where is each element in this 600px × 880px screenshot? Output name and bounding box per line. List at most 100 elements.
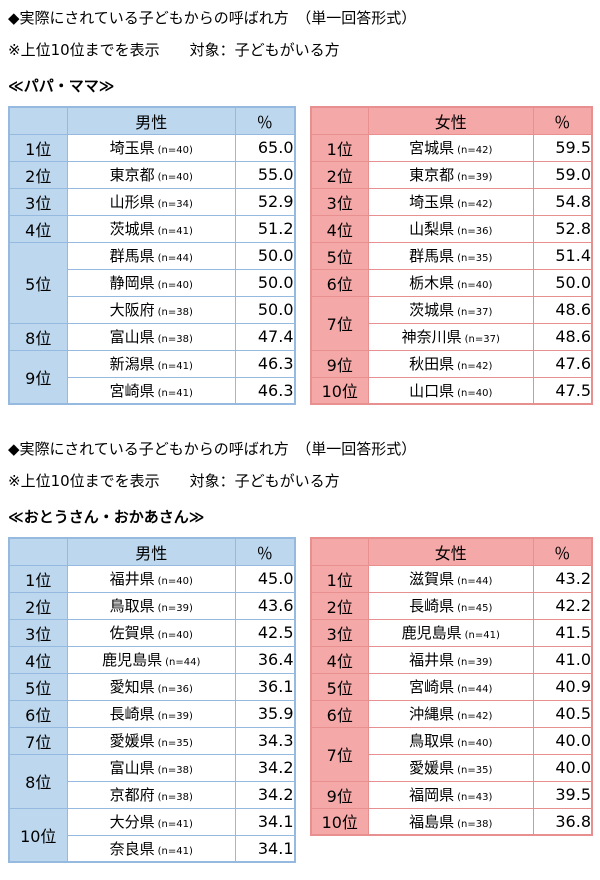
col-header-rank <box>8 106 68 135</box>
rank-cell: 7位 <box>8 726 68 755</box>
percent-cell: 50.0 <box>235 295 295 324</box>
prefecture-cell: 東京都 (n=40) <box>66 160 236 189</box>
sample-size: (n=39) <box>157 711 193 722</box>
sample-size: (n=38) <box>157 792 193 803</box>
table-row: 5位 宮崎県 (n=44) 40.9 <box>310 672 593 701</box>
prefecture-cell: 東京都 (n=39) <box>368 160 534 189</box>
rank-cell: 6位 <box>8 699 68 728</box>
prefecture-name: 愛媛県 <box>109 732 155 750</box>
table-header-row: 男性％ <box>8 106 295 135</box>
prefecture-name: 福岡県 <box>409 786 455 804</box>
prefecture-cell: 鳥取県 (n=39) <box>66 591 236 620</box>
rank-cell: 3位 <box>310 618 369 647</box>
percent-cell: 34.2 <box>235 780 295 809</box>
prefecture-name: 京都府 <box>109 786 155 804</box>
prefecture-name: 長崎県 <box>109 705 155 723</box>
sample-size: (n=44) <box>457 576 493 587</box>
sample-size: (n=42) <box>457 199 493 210</box>
sample-size: (n=40) <box>457 738 493 749</box>
col-header-rank <box>310 537 369 566</box>
table-row: 5位 群馬県 (n=35) 51.4 <box>310 241 593 270</box>
sample-size: (n=40) <box>457 387 493 399</box>
prefecture-cell: 鳥取県 (n=40) <box>368 726 534 755</box>
percent-cell: 42.2 <box>532 591 593 620</box>
percent-cell: 52.9 <box>235 187 295 216</box>
sample-size: (n=44) <box>157 253 193 264</box>
rank-cell: 6位 <box>310 699 369 728</box>
sample-size: (n=45) <box>457 603 493 614</box>
prefecture-name: 大分県 <box>109 813 155 831</box>
percent-cell: 59.0 <box>532 160 593 189</box>
percent-cell: 35.9 <box>235 699 295 728</box>
rank-cell: 1位 <box>8 564 68 593</box>
table-row: 10位 大分県 (n=41) 34.1 <box>8 807 295 863</box>
percent-cell: 55.0 <box>235 160 295 189</box>
rank-cell: 2位 <box>8 160 68 189</box>
prefecture-name: 愛媛県 <box>409 759 455 777</box>
prefecture-cell: 京都府 (n=38) <box>66 780 236 809</box>
col-header-percent: ％ <box>532 106 593 135</box>
prefecture-cell: 富山県 (n=38) <box>66 753 236 782</box>
prefecture-cell: 滋賀県 (n=44) <box>368 564 534 593</box>
table-row: 3位 鹿児島県 (n=41) 41.5 <box>310 618 593 647</box>
prefecture-cell: 宮崎県 (n=41) <box>66 376 236 405</box>
table-row: 1位 福井県 (n=40) 45.0 <box>8 564 295 593</box>
sample-size: (n=41) <box>157 845 193 857</box>
prefecture-name: 茨城県 <box>409 301 455 319</box>
table-row: 5位 群馬県 (n=44) 50.0 <box>8 241 295 324</box>
rank-cell: 10位 <box>310 376 369 405</box>
percent-cell: 36.1 <box>235 672 295 701</box>
prefecture-name: 長崎県 <box>409 597 455 615</box>
sample-size: (n=35) <box>157 738 193 749</box>
sample-size: (n=35) <box>457 765 493 776</box>
prefecture-cell: 山口県 (n=40) <box>368 376 534 405</box>
sample-size: (n=41) <box>157 361 193 372</box>
ranking-table-female-okaasan: 女性％ 1位 滋賀県 (n=44) 43.2 2位 長崎県 (n=45) 42.2 3位 鹿児島県(… <box>309 537 593 836</box>
prefecture-name: 山口県 <box>409 381 455 400</box>
percent-cell: 40.0 <box>532 753 593 782</box>
sample-size: (n=40) <box>157 576 193 587</box>
percent-cell: 51.2 <box>235 214 295 243</box>
prefecture-cell: 宮城県 (n=42) <box>368 133 534 162</box>
sample-size: (n=40) <box>157 280 193 291</box>
sample-size: (n=41) <box>157 387 193 399</box>
prefecture-name: 埼玉県 <box>109 139 155 157</box>
prefecture-name: 鳥取県 <box>409 732 455 750</box>
prefecture-cell: 大分県 (n=41) <box>66 807 236 836</box>
table-row: 6位 沖縄県 (n=42) 40.5 <box>310 699 593 728</box>
prefecture-name: 大阪府 <box>109 301 155 319</box>
prefecture-cell: 福島県 (n=38) <box>368 807 534 836</box>
table-header-row: 女性％ <box>310 106 593 135</box>
table-row: 8位 富山県 (n=38) 34.2 <box>8 753 295 809</box>
col-header-gender: 女性 <box>368 106 534 135</box>
sample-size: (n=42) <box>457 711 493 722</box>
sample-size: (n=42) <box>457 361 493 372</box>
sample-size: (n=41) <box>157 819 193 830</box>
sample-size: (n=36) <box>157 684 193 695</box>
percent-cell: 65.0 <box>235 133 295 162</box>
percent-cell: 46.3 <box>235 376 295 405</box>
prefecture-cell: 沖縄県 (n=42) <box>368 699 534 728</box>
sample-size: (n=39) <box>457 657 493 668</box>
sample-size: (n=39) <box>157 603 193 614</box>
col-header-percent: ％ <box>235 537 295 566</box>
percent-cell: 40.5 <box>532 699 593 728</box>
prefecture-name: 宮城県 <box>409 139 455 157</box>
prefecture-cell: 長崎県 (n=39) <box>66 699 236 728</box>
rank-cell: 4位 <box>8 645 68 674</box>
rank-cell: 9位 <box>310 780 369 809</box>
prefecture-cell: 長崎県 (n=45) <box>368 591 534 620</box>
table-row: 3位 佐賀県 (n=40) 42.5 <box>8 618 295 647</box>
percent-cell: 40.0 <box>532 726 593 755</box>
sample-size: (n=38) <box>157 334 193 345</box>
sample-size: (n=43) <box>457 792 493 803</box>
table-row: 奈良県 (n=41) 34.1 <box>9 834 295 863</box>
rank-cell: 8位 <box>8 322 68 351</box>
sample-size: (n=41) <box>157 226 193 237</box>
prefecture-name: 埼玉県 <box>409 193 455 211</box>
prefecture-name: 茨城県 <box>109 220 155 238</box>
prefecture-name: 福島県 <box>409 812 455 831</box>
percent-cell: 54.8 <box>532 187 593 216</box>
sample-size: (n=37) <box>457 307 493 318</box>
percent-cell: 50.0 <box>235 268 295 297</box>
